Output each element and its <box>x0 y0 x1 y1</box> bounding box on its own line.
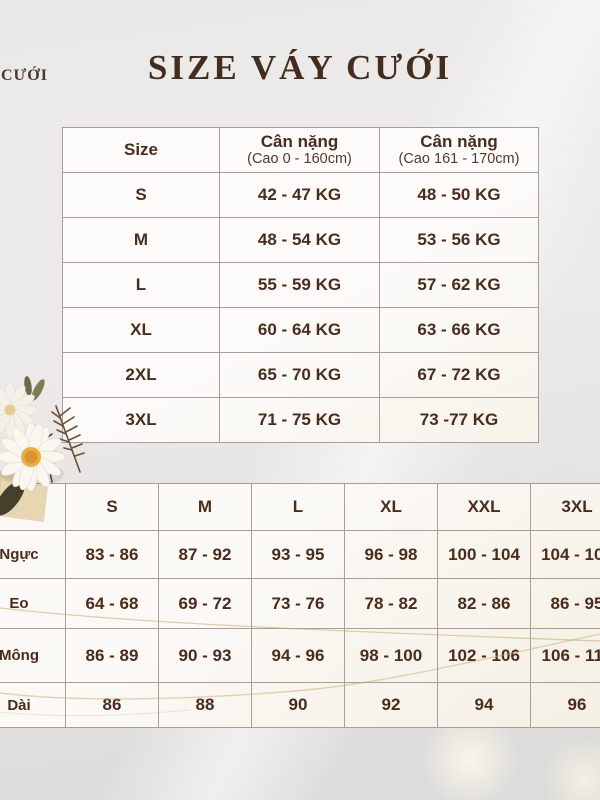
weight-header-range2-subtitle: (Cao 161 - 170cm) <box>398 151 520 167</box>
measurement-cell: 64 - 68 <box>65 578 159 629</box>
weight-header-range1-subtitle: (Cao 0 - 160cm) <box>247 151 352 167</box>
weight-header-range1: Cân nặng (Cao 0 - 160cm) <box>219 127 380 173</box>
measurement-cell: 93 - 95 <box>251 530 345 579</box>
measurement-header-xl: XL <box>344 483 438 531</box>
measurement-cell: 83 - 86 <box>65 530 159 579</box>
weight-row-xl: XL 60 - 64 KG 63 - 66 KG <box>62 307 539 353</box>
weight-cell: 42 - 47 KG <box>219 172 380 218</box>
measurement-row-length: Dài 86 88 90 92 94 96 <box>0 682 600 728</box>
weight-row-s: S 42 - 47 KG 48 - 50 KG <box>62 172 539 218</box>
fern-leaf <box>36 431 59 483</box>
weight-header-range2: Cân nặng (Cao 161 - 170cm) <box>379 127 539 173</box>
row-label-waist: Eo <box>0 578 66 629</box>
weight-cell: 48 - 54 KG <box>219 217 380 263</box>
measurement-cell: 96 - 98 <box>344 530 438 579</box>
weight-row-3xl: 3XL 71 - 75 KG 73 -77 KG <box>62 397 539 443</box>
size-cell: M <box>62 217 220 263</box>
measurement-header-row: S M L XL XXL 3XL <box>0 483 600 531</box>
measurement-cell: 98 - 100 <box>344 628 438 683</box>
weight-cell: 71 - 75 KG <box>219 397 380 443</box>
measurement-cell: 104 - 108 <box>530 530 600 579</box>
size-cell: 3XL <box>62 397 220 443</box>
daisy-flower <box>0 381 39 439</box>
weight-table: Size Cân nặng (Cao 0 - 160cm) Cân nặng (… <box>62 127 539 443</box>
measurement-header-xxl: XXL <box>437 483 531 531</box>
measurement-cell: 87 - 92 <box>158 530 252 579</box>
row-label-bust: Ngực <box>0 530 66 579</box>
measurement-cell: 86 - 95 <box>530 578 600 629</box>
weight-cell: 63 - 66 KG <box>379 307 539 353</box>
measurement-cell: 78 - 82 <box>344 578 438 629</box>
weight-cell: 57 - 62 KG <box>379 262 539 308</box>
size-cell: 2XL <box>62 352 220 398</box>
measurement-table: S M L XL XXL 3XL Ngực 83 - 86 87 - 92 93… <box>0 483 600 728</box>
measurement-cell: 102 - 106 <box>437 628 531 683</box>
measurement-row-waist: Eo 64 - 68 69 - 72 73 - 76 78 - 82 82 - … <box>0 578 600 629</box>
weight-cell: 53 - 56 KG <box>379 217 539 263</box>
weight-cell: 55 - 59 KG <box>219 262 380 308</box>
measurement-cell: 86 <box>65 682 159 728</box>
weight-row-l: L 55 - 59 KG 57 - 62 KG <box>62 262 539 308</box>
measurement-cell: 90 <box>251 682 345 728</box>
measurement-header-s: S <box>65 483 159 531</box>
row-label-hip: Mông <box>0 628 66 683</box>
measurement-row-bust: Ngực 83 - 86 87 - 92 93 - 95 96 - 98 100… <box>0 530 600 579</box>
measurement-cell: 94 <box>437 682 531 728</box>
measurement-cell: 86 - 89 <box>65 628 159 683</box>
corner-logo-text: CƯỚI <box>1 67 48 84</box>
weight-cell: 67 - 72 KG <box>379 352 539 398</box>
measurement-cell: 82 - 86 <box>437 578 531 629</box>
measurement-header-empty <box>0 483 66 531</box>
measurement-cell: 100 - 104 <box>437 530 531 579</box>
weight-header-range2-title: Cân nặng <box>420 132 498 151</box>
measurement-cell: 69 - 72 <box>158 578 252 629</box>
size-cell: S <box>62 172 220 218</box>
weight-header-range1-title: Cân nặng <box>260 132 339 151</box>
weight-header-size: Size <box>62 127 220 173</box>
measurement-cell: 90 - 93 <box>158 628 252 683</box>
leaf <box>31 379 45 401</box>
weight-table-header-row: Size Cân nặng (Cao 0 - 160cm) Cân nặng (… <box>62 127 539 173</box>
daisy-flower <box>0 422 66 492</box>
size-cell: L <box>62 262 220 308</box>
weight-row-2xl: 2XL 65 - 70 KG 67 - 72 KG <box>62 352 539 398</box>
size-cell: XL <box>62 307 220 353</box>
weight-row-m: M 48 - 54 KG 53 - 56 KG <box>62 217 539 263</box>
measurement-cell: 92 <box>344 682 438 728</box>
weight-cell: 65 - 70 KG <box>219 352 380 398</box>
measurement-row-hip: Mông 86 - 89 90 - 93 94 - 96 98 - 100 10… <box>0 628 600 683</box>
page-title: SIZE VÁY CƯỚI <box>147 48 453 87</box>
measurement-cell: 88 <box>158 682 252 728</box>
weight-cell: 73 -77 KG <box>379 397 539 443</box>
measurement-header-3xl: 3XL <box>530 483 600 531</box>
measurement-header-l: L <box>251 483 345 531</box>
measurement-cell: 106 - 110 <box>530 628 600 683</box>
weight-cell: 60 - 64 KG <box>219 307 380 353</box>
measurement-cell: 96 <box>530 682 600 728</box>
row-label-length: Dài <box>0 682 66 728</box>
measurement-header-m: M <box>158 483 252 531</box>
measurement-cell: 73 - 76 <box>251 578 345 629</box>
measurement-cell: 94 - 96 <box>251 628 345 683</box>
weight-cell: 48 - 50 KG <box>379 172 539 218</box>
leaf <box>24 376 32 396</box>
